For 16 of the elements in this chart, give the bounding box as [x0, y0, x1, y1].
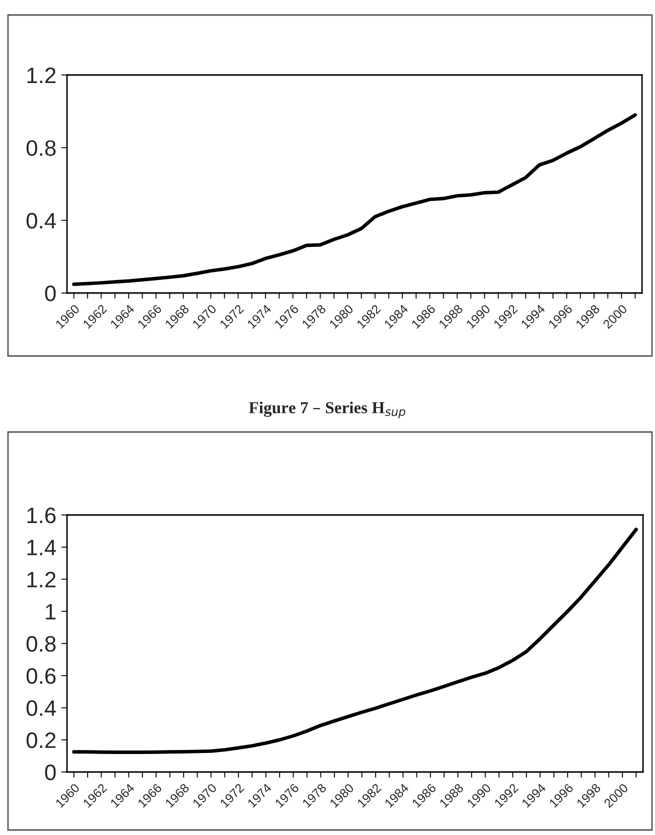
y-tick-label: 0.4	[26, 700, 56, 716]
y-tick-label: 1.4	[27, 540, 56, 556]
y-tick-label: 1.6	[27, 508, 56, 524]
y-tick-label: 0.2	[26, 732, 56, 748]
y-tick-label: 1.2	[27, 68, 56, 84]
y-tick-label: 0.4	[26, 212, 56, 229]
y-tick-label: 0.8	[26, 636, 56, 652]
y-tick-label: 0	[45, 286, 56, 302]
y-tick-label: 1	[46, 604, 56, 620]
y-tick-label: 0.8	[26, 140, 56, 156]
y-tick-label: 0	[45, 764, 56, 780]
y-tick-label: 0.6	[26, 668, 56, 684]
y-tick-label: 1.2	[27, 572, 56, 588]
chart-title: Figure 7 – Series H$_{sup}$	[248, 402, 406, 418]
line-series	[72, 528, 638, 754]
line-series	[72, 113, 637, 286]
